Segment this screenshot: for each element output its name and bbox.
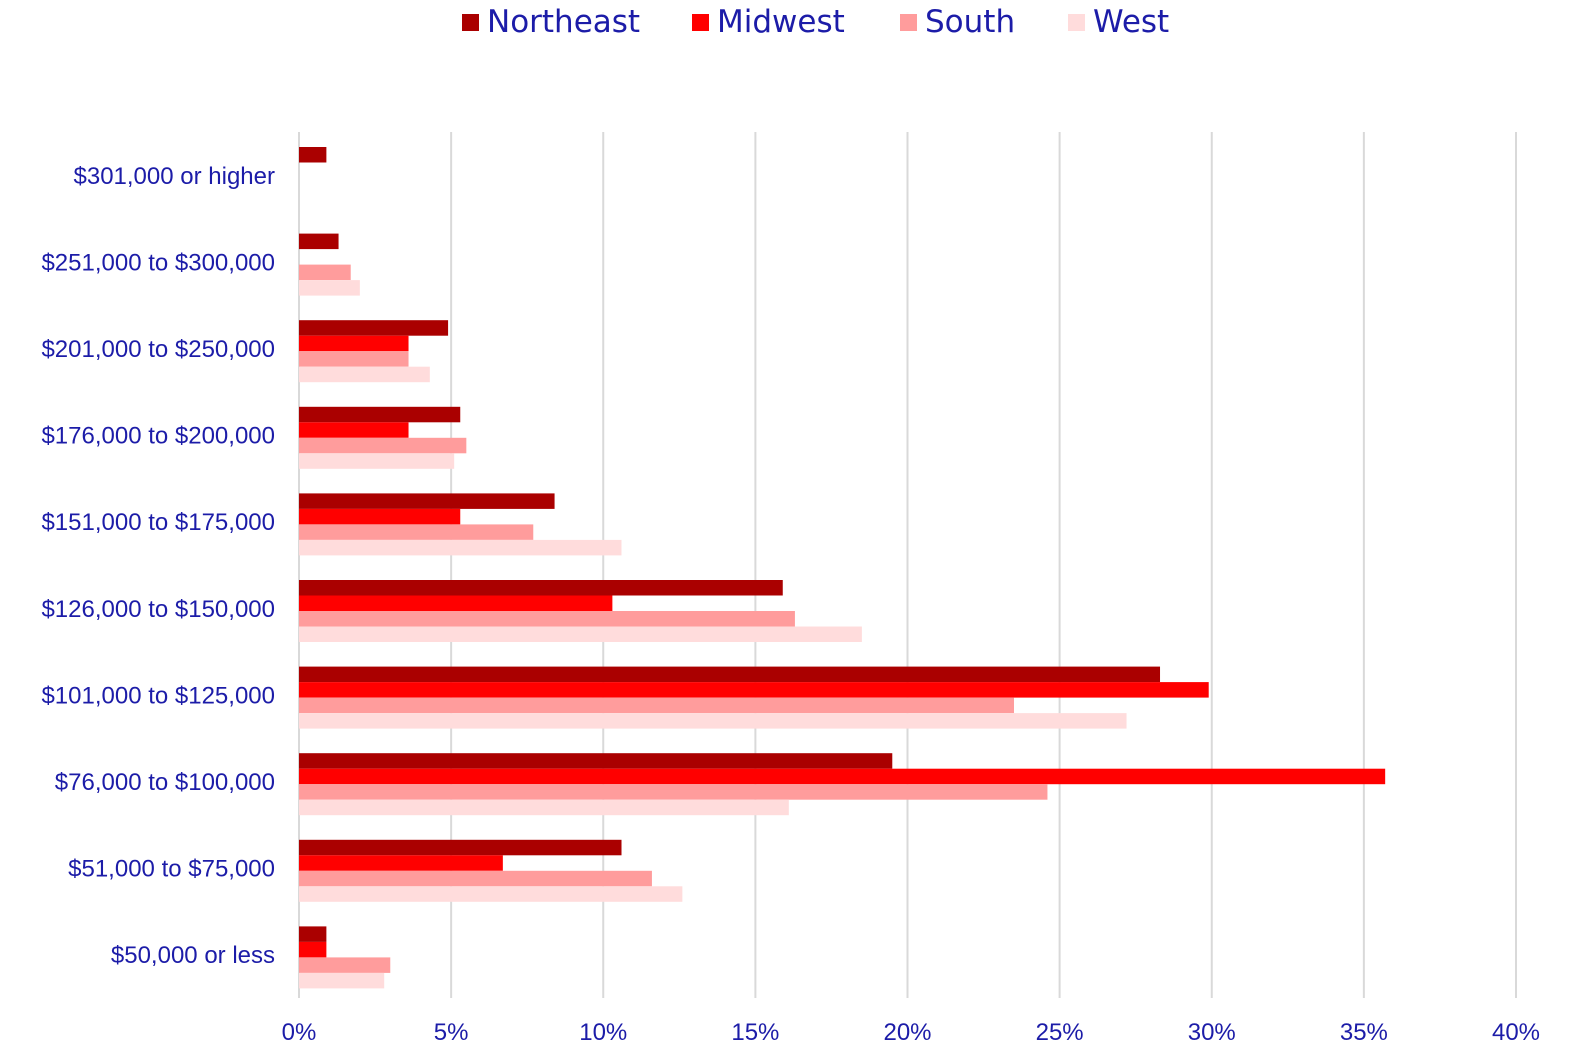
bar-west-151-000-to-175-000	[299, 539, 622, 556]
bar-west-126-000-to-150-000	[299, 626, 862, 642]
category-label: $151,000 to $175,000	[41, 509, 275, 536]
bar-west-76-000-to-100-000	[299, 799, 789, 816]
x-tick-label: 20%	[883, 1019, 931, 1046]
bar-west-51-000-to-75-000	[299, 886, 683, 902]
category-label: $50,000 or less	[111, 942, 275, 969]
bar-south-201-000-to-250-000	[299, 351, 409, 367]
category-label: $301,000 or higher	[74, 163, 276, 190]
bar-south-176-000-to-200-000	[299, 437, 467, 454]
bar-south-251-000-to-300-000	[299, 264, 351, 281]
legend-swatch	[692, 14, 709, 31]
bar-northeast-51-000-to-75-000	[299, 839, 622, 856]
bar-midwest-101-000-to-125-000	[299, 682, 1209, 698]
x-tick-label: 10%	[579, 1019, 627, 1046]
bar-northeast-301-000-or-higher	[299, 147, 327, 163]
legend-label: Northeast	[487, 4, 640, 40]
bar-south-126-000-to-150-000	[299, 611, 795, 627]
chart-legend: Northeast Midwest South West	[462, 4, 1169, 40]
legend-swatch	[1068, 14, 1085, 31]
legend-label: Midwest	[717, 4, 845, 40]
x-tick-label: 30%	[1188, 1019, 1236, 1046]
x-tick-label: 0%	[282, 1019, 317, 1046]
legend-swatch	[900, 14, 917, 31]
bar-west-201-000-to-250-000	[299, 366, 430, 383]
bar-northeast-126-000-to-150-000	[299, 580, 783, 596]
category-label: $251,000 to $300,000	[41, 249, 275, 276]
bar-south-76-000-to-100-000	[299, 784, 1048, 800]
bar-west-50-000-or-less	[299, 972, 385, 989]
legend-label: South	[925, 4, 1015, 40]
legend-item-northeast: Northeast	[462, 4, 640, 40]
bar-west-251-000-to-300-000	[299, 280, 360, 296]
category-label: $176,000 to $200,000	[41, 423, 275, 450]
bar-northeast-76-000-to-100-000	[299, 753, 893, 769]
bar-midwest-76-000-to-100-000	[299, 768, 1386, 785]
bar-northeast-201-000-to-250-000	[299, 320, 449, 336]
bar-midwest-50-000-or-less	[299, 941, 327, 958]
category-label: $101,000 to $125,000	[41, 682, 275, 709]
bar-west-101-000-to-125-000	[299, 713, 1127, 729]
bar-midwest-126-000-to-150-000	[299, 595, 613, 611]
bar-west-176-000-to-200-000	[299, 453, 455, 469]
category-labels: $301,000 or higher $251,000 to $300,000 $2…	[41, 163, 275, 969]
bar-northeast-251-000-to-300-000	[299, 233, 339, 250]
bar-northeast-50-000-or-less	[299, 926, 327, 942]
bar-south-50-000-or-less	[299, 957, 391, 973]
bar-northeast-151-000-to-175-000	[299, 493, 555, 509]
bar-northeast-101-000-to-125-000	[299, 666, 1161, 683]
x-tick-label: 35%	[1340, 1019, 1388, 1046]
gridlines	[298, 132, 1517, 998]
category-label: $201,000 to $250,000	[41, 336, 275, 363]
bar-south-151-000-to-175-000	[299, 524, 534, 540]
legend-label: West	[1093, 4, 1169, 40]
x-axis-tick-labels: 0% 5% 10% 15% 20% 25% 30% 35% 40%	[282, 1019, 1540, 1046]
legend-swatch	[462, 14, 479, 31]
bar-midwest-51-000-to-75-000	[299, 855, 503, 871]
bar-south-51-000-to-75-000	[299, 870, 652, 887]
x-tick-label: 25%	[1036, 1019, 1084, 1046]
category-label: $51,000 to $75,000	[68, 856, 275, 883]
bar-midwest-151-000-to-175-000	[299, 508, 461, 525]
bar-south-101-000-to-125-000	[299, 697, 1014, 714]
bar-northeast-176-000-to-200-000	[299, 406, 461, 423]
x-tick-label: 40%	[1492, 1019, 1540, 1046]
bar-midwest-176-000-to-200-000	[299, 422, 409, 438]
legend-item-south: South	[900, 4, 1015, 40]
legend-item-west: West	[1068, 4, 1169, 40]
x-tick-label: 15%	[731, 1019, 779, 1046]
x-tick-label: 5%	[434, 1019, 469, 1046]
category-label: $126,000 to $150,000	[41, 596, 275, 623]
bar-midwest-201-000-to-250-000	[299, 335, 409, 352]
legend-item-midwest: Midwest	[692, 4, 845, 40]
category-label: $76,000 to $100,000	[55, 769, 275, 796]
bars	[299, 147, 1386, 989]
